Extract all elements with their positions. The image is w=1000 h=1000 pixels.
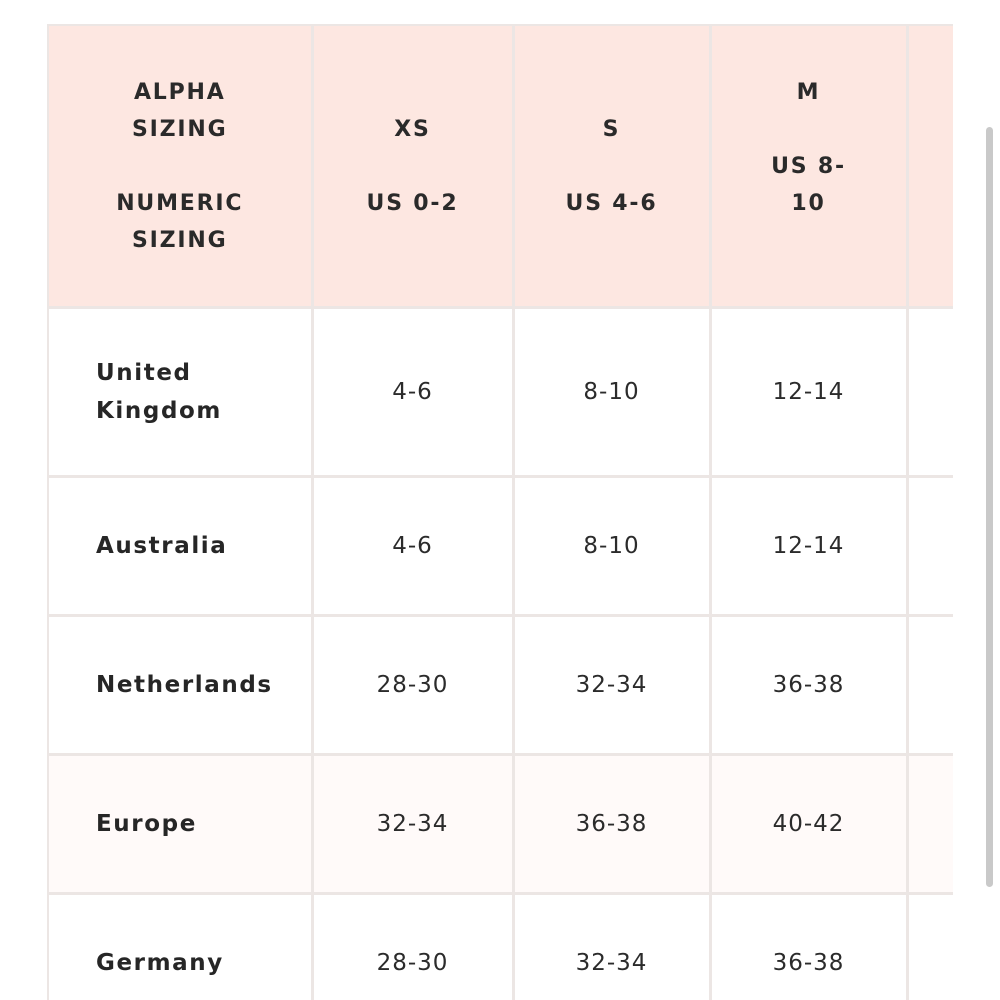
table-row: United Kingdom 4-6 8-10 12-14 — [48, 307, 953, 478]
header-cell-m: M US 8-10 — [710, 25, 909, 309]
numeric-sizing-line1: NUMERIC — [116, 190, 244, 216]
table-row: Germany 28-30 32-34 36-38 — [48, 893, 953, 1000]
header-cell-xs: XS US 0-2 — [312, 25, 515, 309]
table-row: Australia 4-6 8-10 12-14 — [48, 476, 953, 617]
size-value-cell: 8-10 — [513, 476, 712, 617]
numeric-size: US 4-6 — [565, 190, 658, 216]
size-chart-table: ALPHA SIZING NUMERIC SIZING XS US 0-2 — [47, 24, 953, 1000]
numeric-sizing-label: NUMERIC SIZING — [49, 185, 311, 259]
country-cell: Germany — [48, 893, 314, 1000]
alpha-size: XS — [394, 116, 431, 142]
size-value-cell: 40-42 — [710, 754, 909, 895]
alpha-size: S — [602, 116, 621, 142]
size-value-cell — [907, 754, 953, 895]
country-label: United Kingdom — [96, 360, 222, 424]
size-value-cell: 32-34 — [312, 754, 515, 895]
numeric-sizing-line2: SIZING — [132, 227, 228, 253]
size-value-cell: 36-38 — [710, 615, 909, 756]
table-row: Europe 32-34 36-38 40-42 — [48, 754, 953, 895]
size-value-cell: 32-34 — [513, 615, 712, 756]
alpha-sizing-line1: ALPHA — [133, 79, 226, 105]
country-cell: Australia — [48, 476, 314, 617]
country-cell: United Kingdom — [48, 307, 314, 478]
header-corner-cell: ALPHA SIZING NUMERIC SIZING — [48, 25, 314, 309]
size-value-cell: 4-6 — [312, 307, 515, 478]
size-value-cell: 12-14 — [710, 307, 909, 478]
country-label: Germany — [96, 950, 224, 976]
size-value-cell: 28-30 — [312, 615, 515, 756]
vertical-scrollbar[interactable] — [986, 127, 993, 887]
size-value-cell — [907, 307, 953, 478]
size-value-cell: 12-14 — [710, 476, 909, 617]
table-row: Netherlands 28-30 32-34 36-38 — [48, 615, 953, 756]
numeric-size: US 8-10 — [771, 154, 846, 216]
size-value-cell — [907, 615, 953, 756]
size-value-cell: 36-38 — [513, 754, 712, 895]
size-value-cell: 28-30 — [312, 893, 515, 1000]
size-value-cell: 32-34 — [513, 893, 712, 1000]
size-value-cell — [907, 476, 953, 617]
table-header-row: ALPHA SIZING NUMERIC SIZING XS US 0-2 — [48, 25, 953, 309]
header-cell-next — [907, 25, 953, 309]
size-value-cell: 4-6 — [312, 476, 515, 617]
numeric-size: US 0-2 — [366, 190, 459, 216]
country-cell: Europe — [48, 754, 314, 895]
country-label: Netherlands — [96, 672, 273, 698]
header-cell-s: S US 4-6 — [513, 25, 712, 309]
alpha-size: M — [796, 80, 821, 105]
country-cell: Netherlands — [48, 615, 314, 756]
size-value-cell: 8-10 — [513, 307, 712, 478]
alpha-sizing-line2: SIZING — [132, 116, 228, 142]
country-label: Europe — [96, 811, 197, 837]
alpha-sizing-label: ALPHA SIZING — [49, 74, 311, 148]
size-table-container[interactable]: ALPHA SIZING NUMERIC SIZING XS US 0-2 — [47, 24, 953, 1000]
country-label: Australia — [96, 533, 228, 559]
size-value-cell: 36-38 — [710, 893, 909, 1000]
size-value-cell — [907, 893, 953, 1000]
